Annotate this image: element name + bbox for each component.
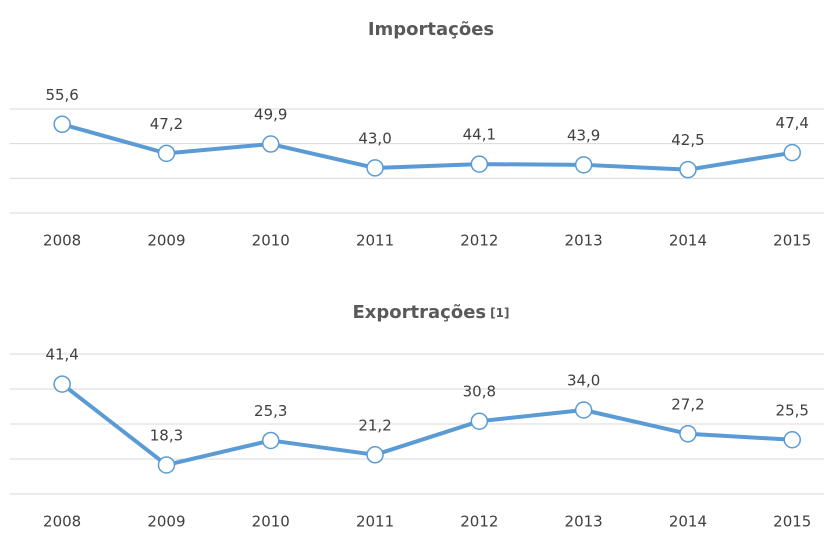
marker: [157, 456, 176, 474]
x-tick-label: 2013: [565, 232, 603, 250]
marker: [679, 425, 697, 443]
data-label: 55,6: [45, 86, 78, 104]
x-tick-label: 2008: [43, 232, 81, 250]
x-tick-label: 2014: [669, 513, 707, 531]
data-label: 25,3: [254, 402, 287, 420]
x-tick-label: 2009: [147, 513, 185, 531]
line: [60, 382, 793, 467]
marker: [366, 446, 384, 464]
x-tick-label: 2011: [356, 232, 394, 250]
marker: [783, 431, 801, 449]
data-label: 25,5: [776, 401, 809, 419]
marker: [366, 159, 384, 177]
data-label: 49,9: [254, 106, 287, 124]
data-label: 47,2: [150, 115, 183, 133]
data-label: 30,8: [463, 383, 496, 401]
x-tick-label: 2009: [147, 232, 185, 250]
marker: [53, 115, 71, 134]
data-label: 27,2: [671, 395, 704, 413]
line: [61, 122, 793, 172]
marker: [157, 144, 176, 163]
data-label: 47,4: [776, 114, 809, 132]
marker: [53, 375, 71, 393]
x-tick-label: 2014: [669, 232, 707, 250]
data-label: 21,2: [358, 416, 391, 434]
marker: [574, 401, 593, 419]
x-tick-label: 2012: [460, 513, 498, 531]
data-label: 43,9: [567, 126, 600, 144]
data-label: 44,1: [463, 126, 496, 144]
chart-title-group: Exportrações [1]: [353, 302, 510, 323]
chart-title: Exportrações: [353, 302, 487, 323]
x-tick-label: 2011: [356, 513, 394, 531]
x-tick-label: 2012: [460, 232, 498, 250]
marker: [574, 156, 593, 174]
title-note: [1]: [490, 306, 509, 320]
chart-title: Importações: [368, 19, 494, 40]
marker: [262, 431, 280, 450]
marker: [783, 143, 801, 162]
x-tick-label: 2010: [252, 513, 290, 531]
x-tick-label: 2013: [565, 513, 603, 531]
x-tick-label: 2008: [43, 513, 81, 531]
marker: [262, 135, 280, 153]
data-label: 18,3: [150, 426, 183, 444]
marker: [679, 160, 697, 179]
data-label: 34,0: [567, 372, 600, 390]
marker: [470, 412, 489, 430]
marker: [470, 155, 489, 173]
data-label: 43,0: [358, 129, 391, 147]
x-tick-label: 2010: [252, 232, 290, 250]
data-label: 42,5: [671, 131, 704, 149]
x-tick-label: 2015: [773, 513, 811, 531]
x-tick-label: 2015: [773, 232, 811, 250]
data-label: 41,4: [45, 346, 78, 364]
